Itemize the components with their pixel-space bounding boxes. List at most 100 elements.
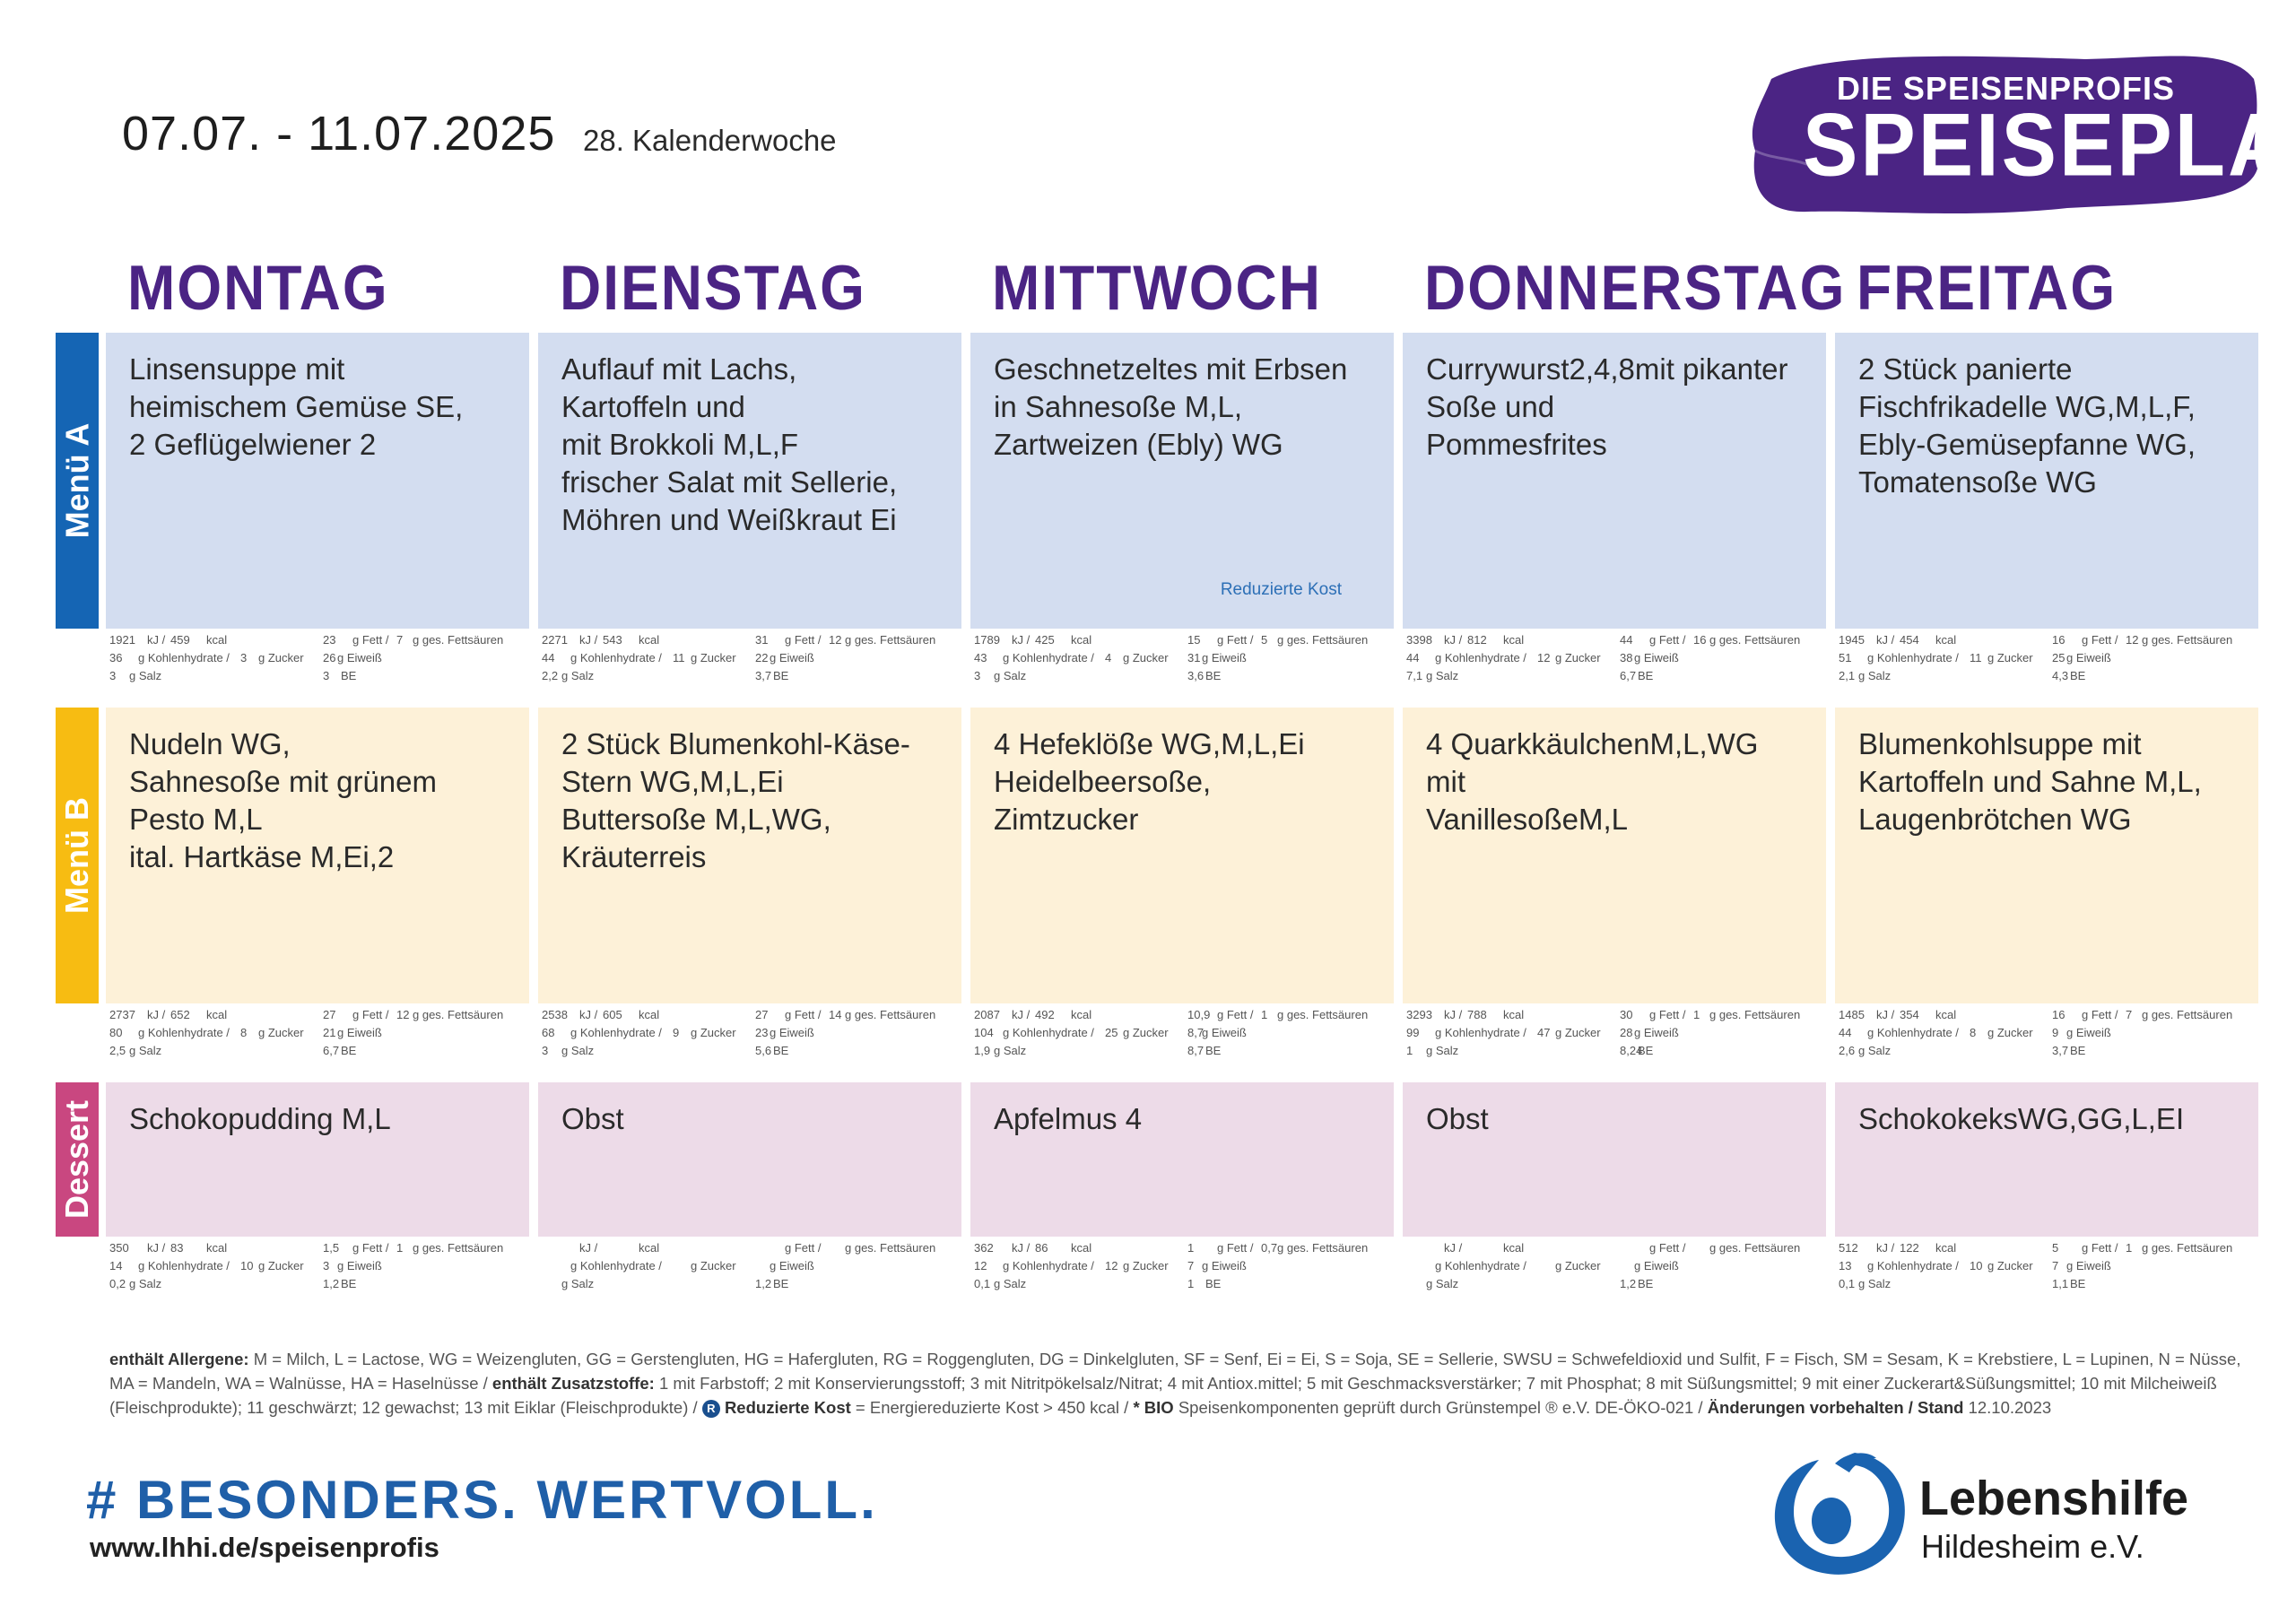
nutrition-unit-kcal: kcal	[1503, 1241, 1525, 1255]
nutrition-value-be: 3,7	[755, 669, 772, 682]
nutrition-unit-zucker: g Zucker	[1123, 1259, 1169, 1272]
nutrition-unit-kj: kJ /	[1012, 633, 1031, 647]
nutrition-unit-kh: g Kohlenhydrate /	[1435, 1259, 1526, 1272]
additives-text: 1 mit Farbstoff; 2 mit Konservierungssto…	[109, 1374, 2217, 1417]
nutrition-value-eiweiss: 28	[1620, 1026, 1633, 1039]
nutrition-unit-ges: g ges. Fettsäuren	[2142, 1241, 2233, 1255]
dish-text: Nudeln WG, Sahnesoße mit grünem Pesto M,…	[129, 727, 438, 873]
nutrition-unit-eiweiss: g Eiweiß	[337, 1026, 382, 1039]
nutrition-value-be: 1,1	[2052, 1277, 2069, 1290]
nutrition-value-kcal: 122	[1900, 1241, 1919, 1255]
nutrition-value-eiweiss: 3	[323, 1259, 330, 1272]
nutrition-unit-kcal: kcal	[639, 1241, 660, 1255]
nutrition-info: 1921 kJ / 459 kcal 23 g Fett / 7 g ges. Fettsäu…	[106, 633, 529, 687]
nutrition-value-zucker: 25	[1105, 1026, 1118, 1039]
nutrition-value-fett: 27	[755, 1008, 769, 1021]
nutrition-value-kj: 3293	[1406, 1008, 1432, 1021]
nutrition-value-ges: 7	[2126, 1008, 2133, 1021]
nutrition-unit-zucker: g Zucker	[1555, 651, 1601, 664]
nutrition-value-kh: 12	[974, 1259, 987, 1272]
nutrition-unit-ges: g ges. Fettsäuren	[1709, 1008, 1801, 1021]
reduced-title: Reduzierte Kost	[724, 1398, 851, 1417]
row-label-menu-b: Menü B	[56, 708, 99, 1003]
nutrition-value-kj: 1789	[974, 633, 1000, 647]
nutrition-info: kJ / kcal g Fett / g ges. Fettsäuren g Kohle…	[1403, 1241, 1826, 1295]
nutrition-value-be: 6,7	[323, 1044, 340, 1057]
nutrition-value-kh: 14	[109, 1259, 123, 1272]
nutrition-value-kcal: 812	[1467, 633, 1487, 647]
nutrition-unit-kj: kJ /	[147, 633, 166, 647]
nutrition-unit-ges: g ges. Fettsäuren	[1277, 633, 1369, 647]
menu-cell: 4 QuarkkäulchenM,L,WG mit VanillesoßeM,L	[1403, 708, 1826, 1003]
nutrition-value-be: 4,3	[2052, 669, 2069, 682]
nutrition-unit-salz: g Salz	[1858, 669, 1892, 682]
nutrition-unit-kh: g Kohlenhydrate /	[138, 651, 230, 664]
nutrition-unit-salz: g Salz	[1426, 1044, 1459, 1057]
nutrition-info: 1945 kJ / 454 kcal 16 g Fett / 12 g ges. Fettsä…	[1835, 633, 2258, 687]
nutrition-value-zucker: 12	[1105, 1259, 1118, 1272]
nutrition-value-kcal: 652	[170, 1008, 190, 1021]
menu-cell: Linsensuppe mit heimischem Gemüse SE, 2 …	[106, 333, 529, 629]
additives-title: enthält Zusatzstoffe:	[491, 1374, 655, 1393]
nutrition-value-kj: 2271	[542, 633, 568, 647]
dish-text: 4 QuarkkäulchenM,L,WG mit VanillesoßeM,L	[1426, 727, 1759, 836]
nutrition-unit-kh: g Kohlenhydrate /	[570, 651, 662, 664]
dish-text: 2 Stück Blumenkohl-Käse- Stern WG,M,L,Ei…	[561, 727, 910, 873]
speiseplan-logo: DIE SPEISENPROFIS SPEISEPLAN	[1744, 43, 2296, 222]
nutrition-unit-eiweiss: g Eiweiß	[1202, 1026, 1247, 1039]
nutrition-value-ges: 0,7	[1261, 1241, 1278, 1255]
nutrition-value-be: 8,24	[1620, 1044, 1643, 1057]
nutrition-value-eiweiss: 21	[323, 1026, 336, 1039]
nutrition-value-zucker: 8	[240, 1026, 248, 1039]
nutrition-unit-ges: g ges. Fettsäuren	[413, 1008, 504, 1021]
nutrition-value-zucker: 10	[240, 1259, 254, 1272]
nutrition-unit-salz: g Salz	[1858, 1277, 1892, 1290]
nutrition-unit-be: BE	[773, 1044, 789, 1057]
nutrition-value-kh: 104	[974, 1026, 994, 1039]
nutrition-unit-kh: g Kohlenhydrate /	[138, 1026, 230, 1039]
nutrition-unit-eiweiss: g Eiweiß	[1634, 1259, 1679, 1272]
menu-cell: Obst	[538, 1082, 961, 1237]
nutrition-value-ges: 16	[1693, 633, 1707, 647]
nutrition-value-salz: 3	[542, 1044, 549, 1057]
allergens-text: M = Milch, L = Lactose, WG = Weizenglute…	[109, 1350, 2241, 1393]
nutrition-value-kj: 1921	[109, 633, 135, 647]
nutrition-info: 512 kJ / 122 kcal 5 g Fett / 1 g ges. Fettsäure…	[1835, 1241, 2258, 1295]
nutrition-unit-fett: g Fett /	[1649, 633, 1686, 647]
nutrition-value-be: 1	[1187, 1277, 1195, 1290]
nutrition-unit-kh: g Kohlenhydrate /	[570, 1259, 662, 1272]
nutrition-value-eiweiss: 7	[1187, 1259, 1195, 1272]
reduced-text: = Energiereduzierte Kost > 450 kcal /	[855, 1398, 1129, 1417]
nutrition-info: 1789 kJ / 425 kcal 15 g Fett / 5 g ges. Fettsäu…	[970, 633, 1394, 687]
nutrition-unit-kj: kJ /	[147, 1008, 166, 1021]
nutrition-unit-ges: g ges. Fettsäuren	[413, 633, 504, 647]
nutrition-value-kcal: 492	[1035, 1008, 1055, 1021]
nutrition-unit-be: BE	[341, 1044, 357, 1057]
nutrition-unit-kcal: kcal	[1935, 1241, 1957, 1255]
nutrition-unit-be: BE	[1638, 1277, 1654, 1290]
nutrition-unit-fett: g Fett /	[1217, 1008, 1254, 1021]
nutrition-value-ges: 1	[1693, 1008, 1700, 1021]
nutrition-value-zucker: 12	[1537, 651, 1551, 664]
nutrition-unit-salz: g Salz	[561, 1044, 595, 1057]
menu-cell: 2 Stück panierte Fischfrikadelle WG,M,L,…	[1835, 333, 2258, 629]
nutrition-unit-kcal: kcal	[1935, 1008, 1957, 1021]
nutrition-unit-fett: g Fett /	[2082, 633, 2118, 647]
nutrition-unit-kcal: kcal	[1071, 1241, 1092, 1255]
nutrition-info: 2087 kJ / 492 kcal 10,9 g Fett / 1 g ges. Fetts…	[970, 1008, 1394, 1062]
nutrition-value-kcal: 454	[1900, 633, 1919, 647]
website-link[interactable]: www.lhhi.de/speisenprofis	[90, 1532, 439, 1563]
menu-cell: Blumenkohlsuppe mit Kartoffeln und Sahne…	[1835, 708, 2258, 1003]
nutrition-unit-kcal: kcal	[1503, 1008, 1525, 1021]
nutrition-unit-fett: g Fett /	[785, 1241, 822, 1255]
nutrition-info: 3293 kJ / 788 kcal 30 g Fett / 1 g ges. Fettsäu…	[1403, 1008, 1826, 1062]
bio-title: * BIO	[1133, 1398, 1174, 1417]
nutrition-unit-kh: g Kohlenhydrate /	[1867, 1026, 1959, 1039]
nutrition-unit-eiweiss: g Eiweiß	[2066, 1259, 2111, 1272]
nutrition-unit-ges: g ges. Fettsäuren	[413, 1241, 504, 1255]
day-header-freitag: FREITAG	[1857, 252, 2118, 324]
nutrition-unit-zucker: g Zucker	[1123, 651, 1169, 664]
nutrition-value-eiweiss: 8,7	[1187, 1026, 1205, 1039]
nutrition-unit-fett: g Fett /	[1217, 1241, 1254, 1255]
nutrition-unit-fett: g Fett /	[352, 1241, 389, 1255]
